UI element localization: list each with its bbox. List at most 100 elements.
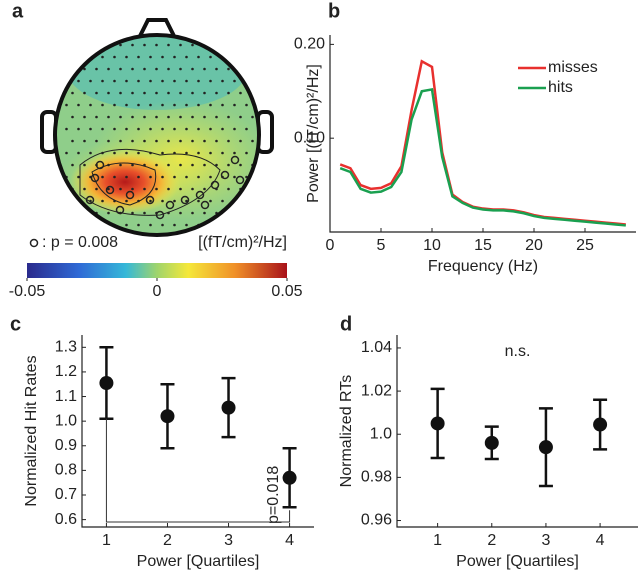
sensor: [131, 163, 134, 167]
sensor: [101, 223, 104, 227]
y-axis-label: Normalized RTs: [338, 375, 355, 488]
sensor: [107, 187, 110, 191]
sensor: [89, 223, 92, 227]
x-tick-label: 4: [285, 532, 294, 549]
sensor: [65, 151, 68, 155]
sensor: [125, 151, 128, 155]
sig-sensor: [235, 175, 245, 185]
sensor: [101, 127, 104, 131]
sensor: [101, 103, 104, 107]
sig-sensor: [95, 160, 105, 170]
sensor: [131, 187, 134, 191]
sensor: [191, 211, 194, 215]
sensor: [215, 67, 218, 71]
sensor: [77, 79, 80, 83]
annotation: p=0.018: [265, 466, 282, 524]
x-axis-label: Frequency (Hz): [428, 258, 538, 275]
x-tick-label: 0: [326, 237, 335, 254]
sensor: [245, 55, 248, 59]
sensor: [257, 175, 258, 179]
sensor: [119, 67, 122, 71]
sensor: [233, 175, 236, 179]
sensor: [107, 139, 110, 143]
sensor: [113, 199, 116, 203]
point: [538, 440, 553, 455]
sensor: [257, 79, 258, 83]
sensor: [125, 223, 128, 227]
sensor: [173, 151, 176, 155]
sensor: [221, 223, 224, 227]
sensor: [119, 187, 122, 191]
sensor: [257, 103, 258, 107]
bracket: [105, 418, 291, 523]
sig-sensor: [195, 190, 205, 200]
sensor: [101, 199, 104, 203]
sig-sensor: [145, 195, 155, 205]
x-tick-label: 1: [102, 532, 111, 549]
sensor: [179, 91, 182, 95]
sensor: [143, 163, 146, 167]
sensor: [203, 115, 206, 119]
sensor: [209, 199, 212, 203]
sensor: [197, 103, 200, 107]
sensor: [245, 223, 248, 227]
sensor: [227, 115, 230, 119]
colorbar: [27, 263, 287, 278]
sensor: [185, 151, 188, 155]
sensor: [167, 139, 170, 143]
y-tick-label: 0.98: [361, 469, 392, 486]
x-axis-label: Power [Quartiles]: [456, 553, 579, 570]
y-tick-label: 1.2: [55, 363, 77, 380]
sensor: [89, 127, 92, 131]
sig-sensor: [165, 200, 175, 210]
sensor: [173, 199, 176, 203]
sensor: [149, 175, 152, 179]
sensor: [83, 67, 86, 71]
sensor: [179, 67, 182, 71]
sensor: [173, 175, 176, 179]
sensor: [107, 163, 110, 167]
x-tick-label: 4: [596, 532, 605, 549]
sensor: [155, 115, 158, 119]
sensor: [209, 151, 212, 155]
sensor: [239, 115, 242, 119]
y-tick-label: 1.0: [370, 425, 392, 442]
sensor: [125, 199, 128, 203]
panel-label: a: [12, 0, 24, 22]
sensor: [161, 79, 164, 83]
sensor: [161, 55, 164, 59]
sensor: [197, 151, 200, 155]
sensor: [221, 127, 224, 131]
head-map: [40, 18, 274, 237]
panel-label: b: [328, 0, 340, 22]
sensor: [149, 151, 152, 155]
sensor: [227, 211, 230, 215]
sensor: [191, 139, 194, 143]
sensor: [209, 223, 212, 227]
sensor: [119, 43, 122, 47]
sensor: [71, 67, 74, 71]
sensor: [119, 115, 122, 119]
sensor: [101, 151, 104, 155]
sensor: [149, 103, 152, 107]
sensor: [137, 223, 140, 227]
x-tick-label: 10: [423, 237, 441, 254]
x-tick-label: 25: [576, 237, 594, 254]
sensor: [197, 79, 200, 83]
sensor: [263, 212, 266, 215]
sensor: [101, 175, 104, 179]
sensor: [221, 79, 224, 83]
sensor: [65, 127, 68, 131]
sensor: [167, 211, 170, 215]
sensor: [215, 43, 218, 47]
sensor: [83, 43, 86, 47]
sensor: [107, 211, 110, 215]
sensor: [257, 199, 258, 203]
sensor: [215, 115, 218, 119]
sensor: [65, 79, 68, 83]
y-tick-label: 1.3: [55, 339, 77, 356]
x-tick-label: 20: [525, 237, 543, 254]
x-tick-label: 5: [377, 237, 386, 254]
point: [221, 400, 236, 415]
sensor: [173, 223, 176, 227]
